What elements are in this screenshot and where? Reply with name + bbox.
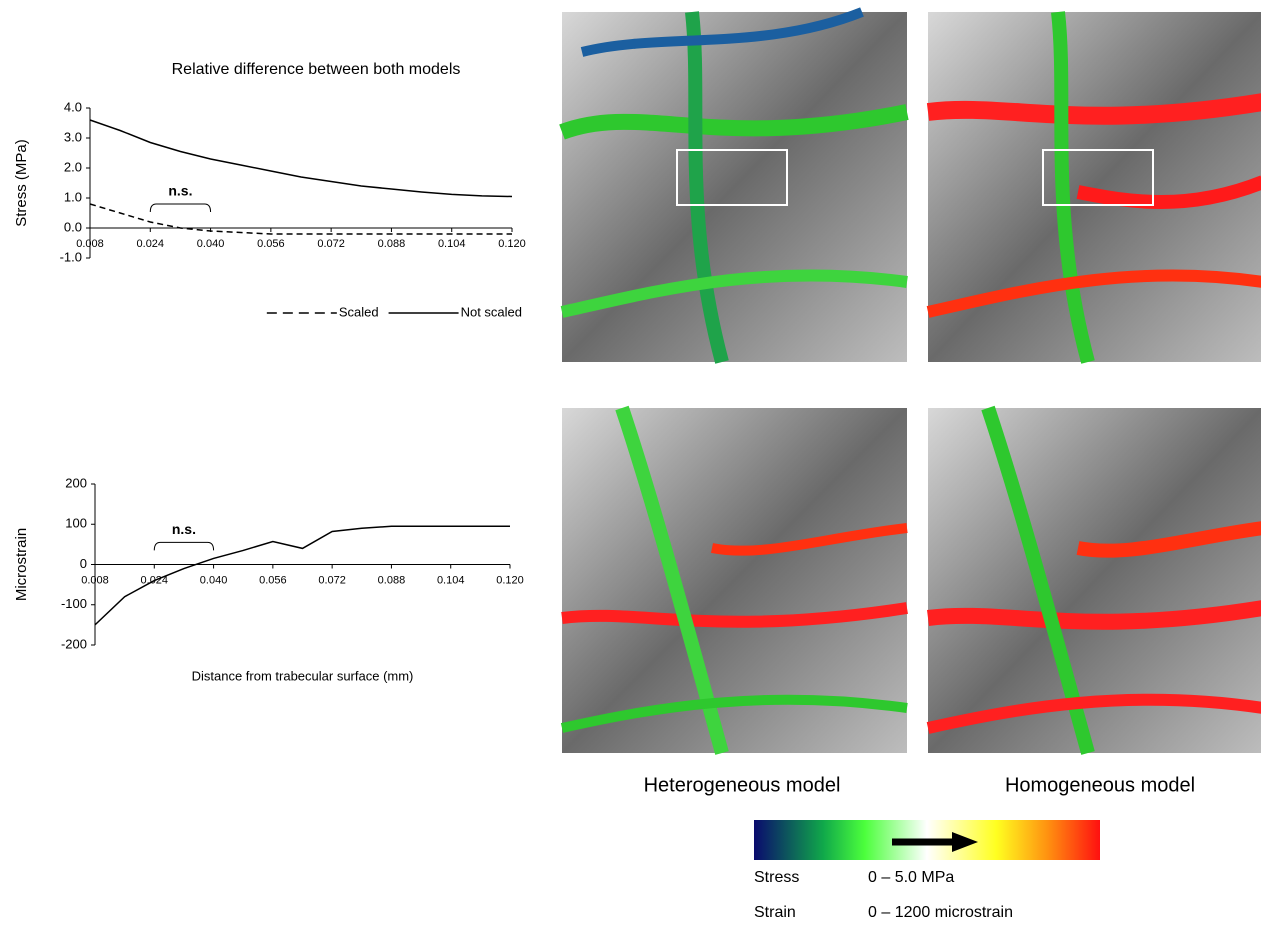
image-homogeneous-strain: [928, 408, 1261, 753]
x-tick-label: 0.104: [438, 238, 466, 250]
annotation: n.s.: [172, 521, 196, 537]
y-tick-label: 3.0: [64, 129, 82, 144]
caption: Homogeneous model: [1005, 774, 1195, 796]
y-tick-label: 0.0: [64, 219, 82, 234]
y-tick-label: -1.0: [60, 249, 82, 264]
x-tick-label: 0.120: [496, 574, 524, 586]
y-tick-label: 0: [80, 556, 87, 571]
y-tick-label: 200: [65, 475, 87, 490]
y-axis-label: Stress (MPa): [13, 139, 30, 227]
x-tick-label: 0.120: [498, 238, 526, 250]
x-tick-label: 0.040: [200, 574, 228, 586]
colorbar-range: 0 – 1200 microstrain: [868, 904, 1013, 921]
legend-label: Not scaled: [461, 304, 522, 319]
y-tick-label: -100: [61, 596, 87, 611]
x-tick-label: 0.008: [81, 574, 109, 586]
x-tick-label: 0.072: [317, 238, 345, 250]
ns-bracket: [154, 542, 213, 550]
data-line: [90, 120, 512, 197]
model-images: [562, 12, 1261, 753]
colorbar-range: 0 – 5.0 MPa: [868, 869, 954, 886]
image-heterogeneous-strain: [562, 408, 907, 753]
x-axis-label: Distance from trabecular surface (mm): [192, 668, 414, 683]
x-tick-label: 0.024: [137, 238, 165, 250]
legend-label: Scaled: [339, 304, 379, 319]
y-axis-label: Microstrain: [13, 528, 30, 601]
y-tick-label: -200: [61, 636, 87, 651]
x-tick-label: 0.008: [76, 238, 104, 250]
x-tick-label: 0.056: [257, 238, 285, 250]
x-tick-label: 0.088: [378, 238, 406, 250]
annotation: n.s.: [168, 183, 192, 199]
ns-bracket: [150, 204, 210, 212]
image-homogeneous-stress: [928, 12, 1261, 362]
y-tick-label: 2.0: [64, 159, 82, 174]
image-heterogeneous-stress: [562, 12, 907, 362]
x-tick-label: 0.072: [318, 574, 346, 586]
caption: Heterogeneous model: [644, 774, 841, 796]
y-tick-label: 1.0: [64, 189, 82, 204]
x-tick-label: 0.040: [197, 238, 225, 250]
y-tick-label: 100: [65, 516, 87, 531]
data-line: [90, 204, 512, 234]
colorbar-label: Stress: [754, 869, 799, 886]
figure: Heterogeneous model Homogeneous model St…: [0, 0, 1261, 926]
colorbar-label: Strain: [754, 904, 796, 921]
chart-title: Relative difference between both models: [172, 61, 461, 78]
x-tick-label: 0.056: [259, 574, 287, 586]
x-tick-label: 0.088: [378, 574, 406, 586]
x-tick-label: 0.104: [437, 574, 465, 586]
y-tick-label: 4.0: [64, 99, 82, 114]
